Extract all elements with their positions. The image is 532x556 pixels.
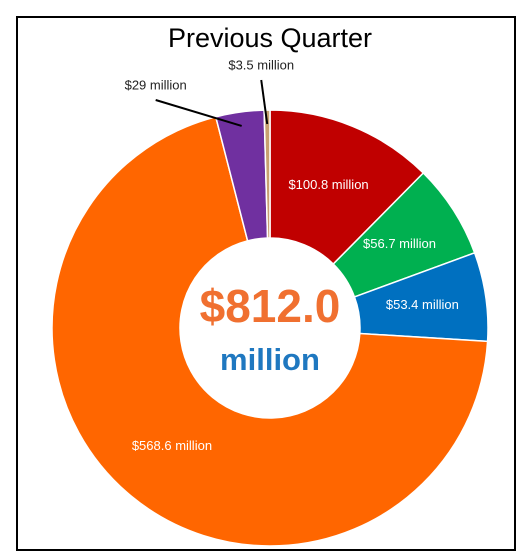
data-label: $100.8 million xyxy=(288,177,368,192)
data-label: $56.7 million xyxy=(363,236,436,251)
donut-slice xyxy=(269,109,425,266)
center-total: $812.0 xyxy=(200,280,341,332)
data-label: $3.5 million xyxy=(228,57,294,72)
leader-line xyxy=(260,79,269,125)
donut-slice xyxy=(51,115,489,547)
center-unit: million xyxy=(220,342,320,377)
leader-line xyxy=(155,99,242,127)
chart-title: Previous Quarter xyxy=(168,23,372,53)
data-label: $53.4 million xyxy=(386,297,459,312)
data-label: $29 million xyxy=(125,77,187,92)
data-label: $568.6 million xyxy=(132,438,212,453)
